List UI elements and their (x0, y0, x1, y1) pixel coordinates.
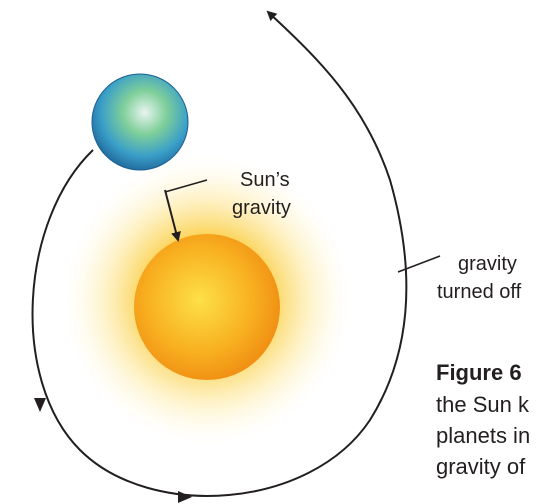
sun (134, 234, 280, 380)
orbit-arrow (178, 491, 192, 503)
gravity-arrow (164, 189, 181, 242)
label: gravity (232, 197, 291, 219)
leader-line (397, 255, 441, 273)
caption-title: Figure 6 (436, 360, 522, 385)
label: Sun’s (240, 169, 290, 191)
label: turned off (437, 281, 522, 303)
label: gravity (458, 253, 517, 275)
orbit-arrow (34, 398, 46, 412)
orbit-path (31, 10, 408, 497)
caption-line: the Sun k (436, 392, 530, 417)
earth (91, 73, 189, 171)
leader-line (164, 179, 208, 193)
caption-line: gravity of (436, 454, 526, 479)
caption-line: planets in (436, 423, 530, 448)
